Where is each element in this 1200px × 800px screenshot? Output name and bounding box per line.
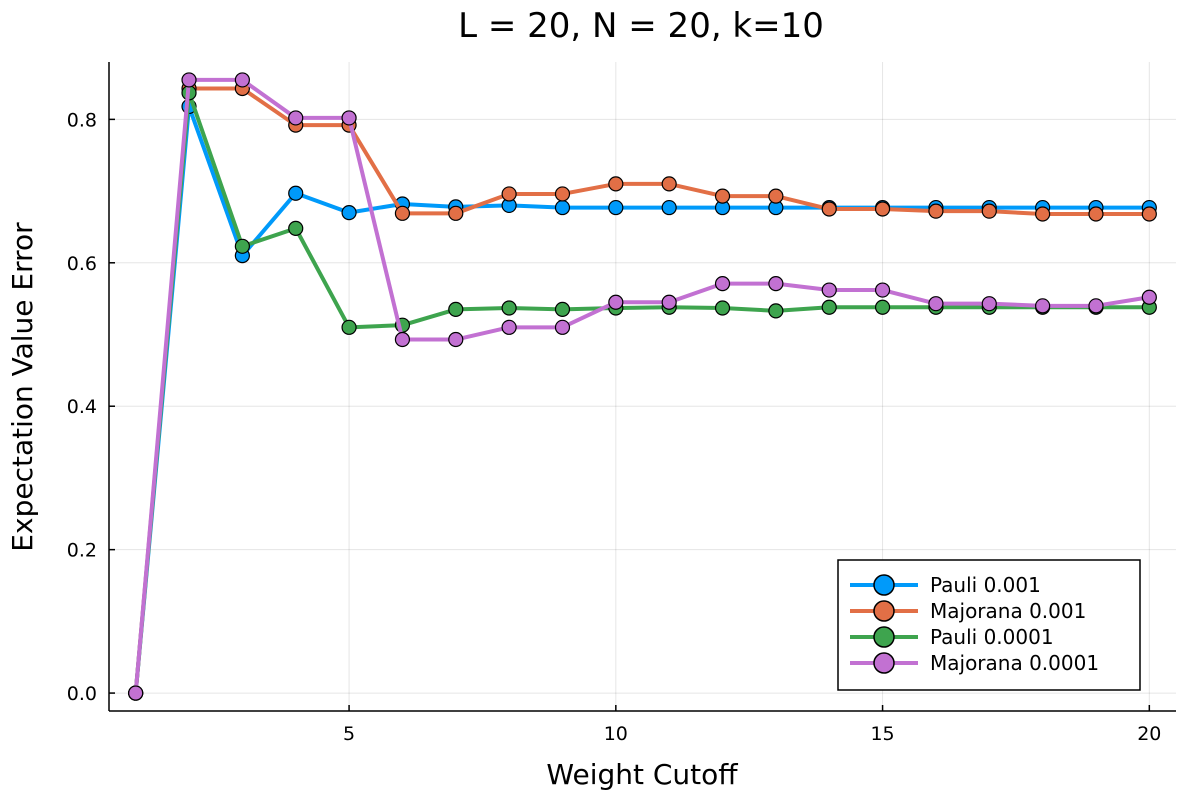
data-point [608, 199, 624, 216]
legend-swatch-marker [873, 574, 895, 596]
data-point [501, 186, 517, 202]
data-point [128, 685, 144, 701]
legend-item: Majorana 0.001 [850, 599, 1086, 623]
legend-label: Pauli 0.0001 [930, 625, 1054, 649]
data-point [714, 275, 731, 292]
data-point [928, 296, 944, 312]
series-line [133, 90, 1150, 694]
series-line [133, 104, 1150, 694]
data-point [448, 331, 464, 348]
data-point [288, 185, 304, 201]
legend-swatch-marker [873, 652, 895, 674]
data-point [661, 199, 677, 216]
data-point [1141, 289, 1157, 305]
y-tick-label: 0.6 [67, 253, 97, 275]
data-point [661, 176, 677, 192]
legend-item: Pauli 0.0001 [850, 625, 1054, 649]
ticks: 5 10 15 20 0.0 0.2 0.4 0.6 0.8 [67, 109, 1162, 745]
data-point [341, 110, 357, 126]
data-point [288, 220, 304, 236]
data-point [341, 319, 357, 335]
data-point [981, 203, 997, 219]
data-point [874, 201, 891, 217]
data-point [181, 72, 197, 88]
data-point [821, 282, 837, 298]
series-line [133, 86, 1150, 694]
y-tick-label: 0.0 [67, 683, 97, 705]
data-point [234, 72, 250, 88]
data-point [1088, 206, 1104, 222]
data-point [448, 205, 464, 221]
data-point [341, 204, 357, 221]
series-line [133, 77, 1150, 694]
data-point [768, 275, 784, 292]
data-point [554, 186, 571, 202]
data-point [1035, 206, 1051, 222]
data-point [981, 296, 997, 312]
y-tick-label: 0.8 [67, 109, 97, 131]
data-point [821, 201, 837, 217]
data-point [714, 188, 731, 204]
legend-label: Majorana 0.0001 [930, 651, 1099, 675]
x-tick-label: 5 [343, 723, 355, 745]
data-point [874, 282, 891, 298]
grid [109, 62, 1176, 711]
series-2 [128, 80, 1157, 701]
data-point [874, 299, 891, 315]
data-point [288, 110, 304, 126]
data-point [394, 205, 411, 221]
data-point [554, 319, 571, 335]
data-point [661, 294, 677, 310]
legend-item: Pauli 0.001 [850, 573, 1041, 597]
data-point [768, 303, 784, 319]
data-point [768, 188, 784, 204]
data-point [608, 294, 624, 310]
data-point [501, 319, 517, 335]
axes [108, 62, 1176, 712]
data-point [394, 331, 411, 348]
legend-swatch-marker [873, 626, 895, 648]
data-point [1141, 206, 1157, 222]
x-axis-label: Weight Cutoff [546, 758, 738, 791]
series [128, 72, 1157, 701]
y-tick-label: 0.4 [67, 396, 97, 418]
series-4 [128, 72, 1157, 701]
data-point [1035, 298, 1051, 314]
data-point [714, 300, 731, 316]
x-tick-label: 10 [604, 723, 628, 745]
data-point [234, 238, 250, 254]
legend-item: Majorana 0.0001 [850, 651, 1099, 675]
x-tick-label: 15 [870, 723, 894, 745]
legend-swatch-marker [873, 600, 895, 622]
legend-label: Majorana 0.001 [930, 599, 1086, 623]
chart-title: L = 20, N = 20, k=10 [458, 6, 824, 46]
x-tick-label: 20 [1137, 723, 1161, 745]
y-tick-label: 0.2 [67, 540, 97, 562]
data-point [821, 299, 837, 315]
y-axis-label: Expectation Value Error [6, 222, 39, 552]
data-point [554, 199, 571, 216]
data-point [554, 301, 571, 318]
legend-label: Pauli 0.001 [930, 573, 1041, 597]
data-point [448, 301, 464, 318]
data-point [501, 300, 517, 316]
data-point [608, 176, 624, 192]
data-point [1088, 298, 1104, 314]
data-point [928, 203, 944, 219]
